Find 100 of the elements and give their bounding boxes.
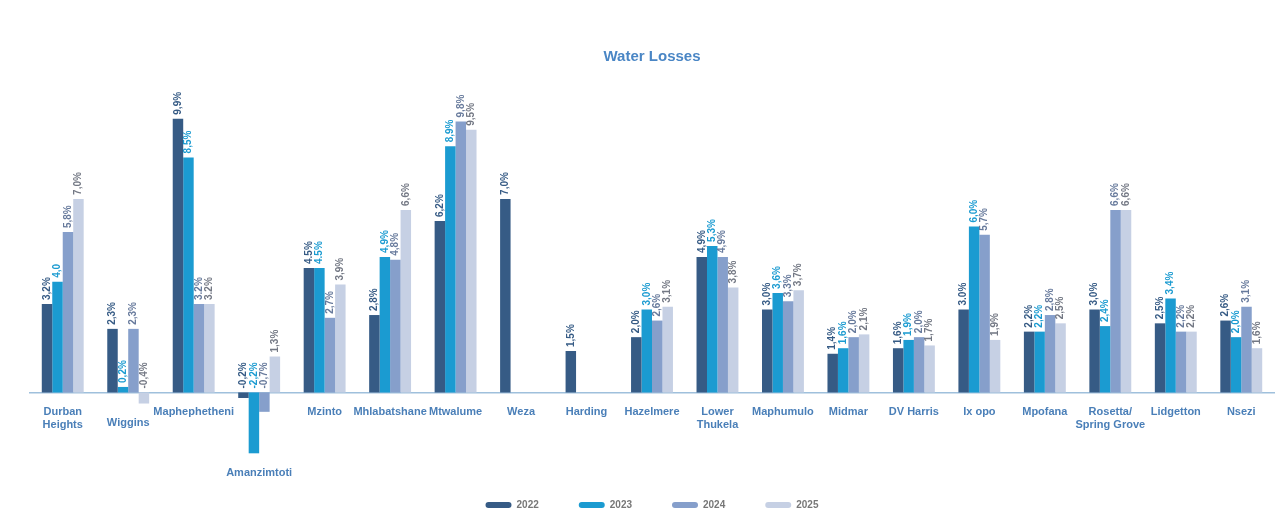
bar	[892, 348, 904, 393]
bar	[1044, 315, 1056, 393]
data-label: 2,2%	[1022, 304, 1034, 328]
data-label: 5,3%	[705, 219, 717, 242]
data-label: 2,5%	[1054, 296, 1066, 320]
bar	[717, 256, 728, 393]
data-label: 9,5%	[465, 102, 477, 126]
data-label: 4,9%	[716, 230, 728, 253]
bar	[172, 118, 184, 393]
data-label: 3.2%	[203, 277, 215, 300]
data-label: 2,3%	[106, 301, 118, 325]
data-label: 2,6%	[1219, 293, 1231, 317]
data-label: 6,2%	[433, 194, 445, 218]
data-label: 3.0%	[957, 282, 969, 306]
data-label: 3,0%	[1088, 282, 1100, 306]
bar	[1110, 209, 1121, 393]
bar	[204, 303, 215, 393]
data-label: 4,9%	[695, 230, 707, 253]
bar	[500, 198, 511, 393]
bar	[1230, 337, 1242, 393]
bar	[793, 290, 804, 393]
data-label: 3,6%	[771, 266, 783, 289]
bar	[41, 303, 53, 393]
data-label: 3.2%	[192, 277, 204, 300]
data-label: 3,7%	[792, 263, 804, 287]
bar	[1220, 320, 1231, 393]
bar	[958, 309, 969, 393]
bar	[390, 259, 401, 393]
data-label: 8,5%	[182, 130, 194, 154]
bar	[455, 121, 467, 393]
x-tick-label: Mzinto	[307, 405, 343, 417]
bar	[434, 221, 446, 393]
data-label: 4.5%	[302, 241, 314, 265]
data-label: 5,8%	[61, 205, 73, 229]
data-label: 8,9%	[444, 119, 456, 143]
data-label: -0,7%	[258, 362, 270, 389]
bar	[848, 337, 859, 393]
bar	[858, 334, 870, 393]
x-tick-label: Amanzimtoti	[226, 465, 293, 478]
bar	[269, 356, 281, 393]
bar	[979, 234, 990, 393]
bar	[193, 303, 205, 393]
x-tick-label: Mtwalume	[428, 405, 483, 417]
data-label: 1,9%	[988, 313, 1000, 336]
data-label: 9,8%	[454, 94, 466, 118]
bar	[369, 315, 380, 393]
data-label: 1,3%	[268, 329, 280, 353]
bar	[727, 287, 739, 393]
bar	[827, 353, 838, 393]
bar	[335, 284, 346, 393]
data-label: 2,2%	[1185, 304, 1197, 328]
data-label: 2,8%	[368, 288, 380, 312]
data-label: 3,8%	[726, 260, 738, 284]
bar	[1186, 331, 1197, 393]
data-label: 1,4%	[826, 326, 838, 350]
x-tick-label: Harding	[565, 405, 608, 417]
bar	[128, 328, 139, 393]
bar	[324, 317, 336, 393]
data-label: 2,2%	[1174, 304, 1186, 328]
bar	[662, 306, 673, 393]
bar	[238, 392, 249, 398]
bar	[1099, 326, 1111, 393]
bar	[989, 339, 1001, 393]
bar	[1165, 298, 1176, 393]
bar	[903, 339, 914, 393]
bar	[183, 157, 194, 393]
data-label: -2,2%	[247, 362, 259, 389]
bar	[400, 209, 412, 393]
bar	[837, 348, 849, 393]
bar	[631, 337, 642, 393]
bar	[696, 256, 707, 393]
legend-label: 2023	[609, 498, 633, 510]
bar	[303, 268, 315, 393]
x-tick-label: Ix opo	[963, 405, 996, 417]
x-tick-label: Weza	[507, 405, 536, 417]
bar	[1241, 306, 1252, 393]
bar	[259, 392, 270, 412]
data-label: 1,9%	[902, 313, 914, 336]
data-label: 2,1%	[857, 307, 869, 331]
x-tick-label: Midmar	[828, 405, 869, 417]
data-label: 1,7%	[923, 318, 935, 342]
bar	[138, 392, 150, 404]
bar	[1034, 331, 1045, 393]
data-label: 3,1%	[661, 279, 673, 303]
data-label: 6,6%	[1119, 183, 1131, 206]
data-label: 1,6%	[1250, 321, 1262, 345]
data-label: 1,5%	[564, 324, 576, 347]
bar	[652, 320, 663, 393]
data-label: 6,6%	[1109, 183, 1121, 206]
bar	[762, 309, 773, 393]
data-label: 2,0%	[630, 310, 642, 334]
x-tick-label: Maphumulo	[752, 405, 815, 417]
x-tick-label: Nsezi	[1226, 405, 1256, 417]
data-label: 4,9%	[378, 230, 390, 253]
bar	[968, 226, 980, 393]
data-label: 2,3%	[127, 301, 139, 325]
bar	[1023, 331, 1035, 393]
data-label: 6,6%	[399, 183, 411, 206]
x-tick-label: Rosetta/ Spring Grove	[1075, 405, 1146, 430]
bar	[52, 281, 63, 393]
